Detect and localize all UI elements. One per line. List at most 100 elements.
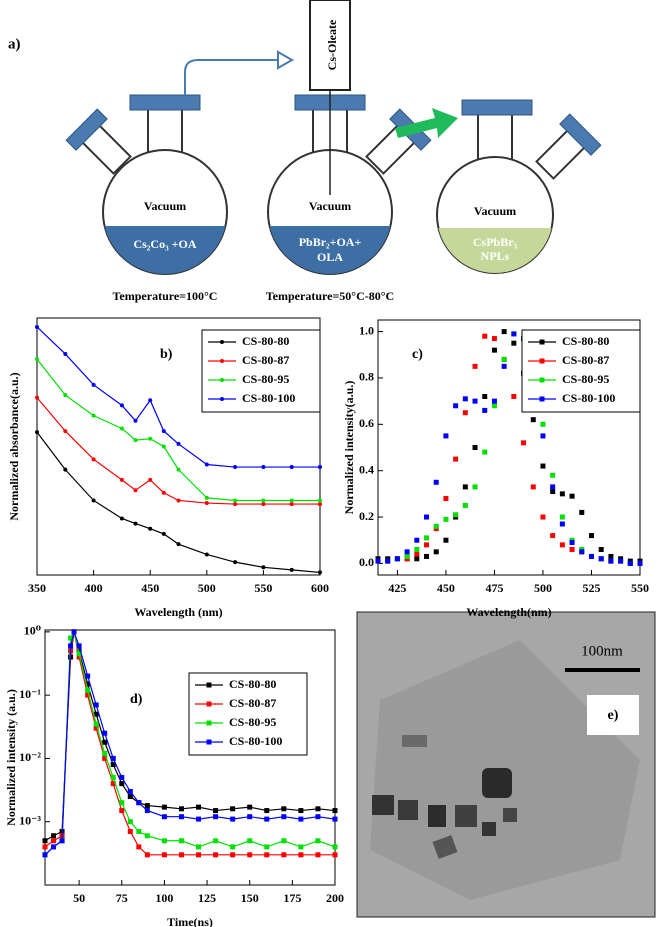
data-point xyxy=(110,781,116,787)
legend-marker xyxy=(206,739,212,745)
data-point xyxy=(161,852,167,858)
y-tick-label: 0.6 xyxy=(359,416,374,430)
data-point xyxy=(247,814,253,820)
flask-content: NPLs xyxy=(481,249,510,263)
data-point xyxy=(102,750,108,756)
data-point xyxy=(71,629,77,635)
data-point xyxy=(598,547,604,552)
data-point xyxy=(501,329,507,335)
x-tick-label: 50 xyxy=(73,891,85,905)
data-point xyxy=(76,648,82,654)
data-point xyxy=(298,816,304,822)
plot-frame xyxy=(44,629,336,886)
legend-marker xyxy=(220,359,224,363)
data-point xyxy=(404,553,410,559)
y-tick-label: 10⁻³ xyxy=(19,813,41,827)
data-point xyxy=(148,526,153,531)
x-tick-label: 125 xyxy=(198,891,216,905)
data-point xyxy=(491,347,497,353)
data-point xyxy=(608,553,614,559)
y-tick-label: 0.4 xyxy=(359,462,374,476)
legend-marker xyxy=(206,720,212,726)
data-point xyxy=(91,498,96,503)
data-point xyxy=(315,852,321,858)
data-point xyxy=(482,449,488,455)
data-point xyxy=(261,465,266,470)
data-point xyxy=(579,549,585,555)
data-point xyxy=(482,394,488,399)
data-point xyxy=(91,457,96,462)
data-point xyxy=(35,357,39,362)
data-point xyxy=(144,852,150,858)
data-point xyxy=(433,549,439,555)
legend-label: CS-80-100 xyxy=(562,391,615,405)
data-point xyxy=(133,438,138,443)
data-point xyxy=(530,484,536,490)
data-point xyxy=(453,456,459,462)
data-point xyxy=(161,838,167,844)
data-point xyxy=(35,430,39,435)
data-point xyxy=(196,844,202,850)
legend-marker xyxy=(539,358,545,364)
data-point xyxy=(281,814,287,820)
data-point xyxy=(133,521,138,526)
data-point xyxy=(298,844,304,850)
data-point xyxy=(110,762,116,768)
data-point xyxy=(85,687,91,693)
data-point xyxy=(511,340,517,346)
data-point xyxy=(196,804,202,810)
data-point xyxy=(453,512,459,518)
y-tick-label: 0.2 xyxy=(359,509,374,523)
data-point xyxy=(608,558,614,564)
data-point xyxy=(42,838,48,844)
data-point xyxy=(472,445,478,450)
data-point xyxy=(569,540,575,546)
data-point xyxy=(230,852,236,858)
data-point xyxy=(281,852,287,858)
data-point xyxy=(598,556,604,562)
data-point xyxy=(204,501,209,506)
data-point xyxy=(68,635,74,641)
data-point xyxy=(127,819,133,825)
data-point xyxy=(414,551,420,557)
data-point xyxy=(424,514,430,520)
green-arrow xyxy=(395,108,458,138)
flask-content: CsPbBr₃ xyxy=(473,235,518,249)
data-point xyxy=(127,789,133,795)
data-point xyxy=(213,838,219,844)
data-point xyxy=(233,502,238,507)
data-point xyxy=(332,844,338,850)
data-point xyxy=(550,533,556,539)
series-line xyxy=(36,397,320,505)
data-point xyxy=(318,498,322,503)
x-axis-label: Wavelength (nm) xyxy=(134,605,222,619)
data-point xyxy=(119,800,125,806)
x-tick-label: 425 xyxy=(388,581,406,595)
data-point xyxy=(176,542,181,547)
scale-bar-label: 100nm xyxy=(581,643,623,659)
legend-label: CS-80-95 xyxy=(562,372,609,386)
data-point xyxy=(93,711,99,717)
data-point xyxy=(91,382,96,387)
x-tick-label: 500 xyxy=(534,581,552,595)
data-point xyxy=(315,814,321,820)
x-tick-label: 475 xyxy=(485,581,503,595)
y-tick-label: 1.0 xyxy=(359,323,374,337)
data-point xyxy=(161,804,167,810)
data-point xyxy=(119,774,125,780)
data-point xyxy=(213,852,219,858)
flask-content: Cs₂Co₃ +OA xyxy=(133,237,196,251)
panel-label: d) xyxy=(130,692,143,707)
arrow-head xyxy=(277,50,295,70)
plot-frame xyxy=(36,317,321,576)
data-point xyxy=(332,808,338,814)
x-tick-label: 400 xyxy=(85,581,103,595)
data-point xyxy=(35,324,39,329)
data-point xyxy=(394,556,400,562)
data-point xyxy=(119,781,125,787)
legend-marker xyxy=(220,378,224,382)
data-point xyxy=(136,844,142,850)
data-point xyxy=(196,816,202,822)
data-point xyxy=(178,838,184,844)
data-point xyxy=(289,465,294,470)
